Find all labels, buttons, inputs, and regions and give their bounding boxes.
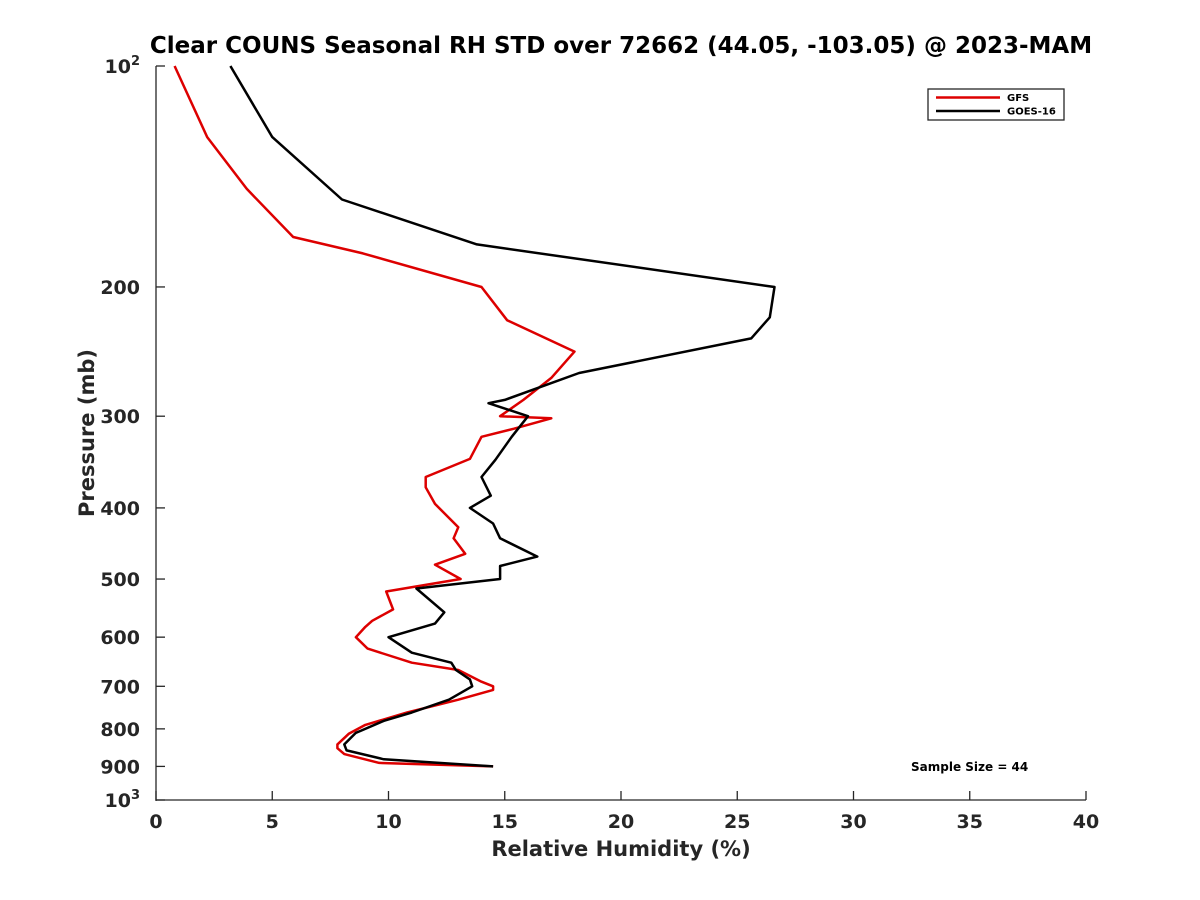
x-tick-label: 20 [608, 811, 634, 833]
series-line-goes-16 [229, 65, 776, 768]
x-tick-label: 5 [266, 811, 279, 833]
y-tick-label: 103 [105, 788, 141, 812]
y-tick-label: 200 [100, 277, 140, 299]
x-tick-label: 30 [840, 811, 866, 833]
x-tick-label: 35 [957, 811, 983, 833]
legend-label-gfs: GFS [1007, 93, 1029, 104]
y-tick-label: 500 [100, 569, 140, 591]
x-axis-label: Relative Humidity (%) [491, 837, 750, 861]
x-tick-label: 25 [724, 811, 750, 833]
x-ticks: 0 5 10 15 20 25 30 35 40 [149, 791, 1099, 833]
y-tick-label: 300 [100, 406, 140, 428]
sample-size-annotation: Sample Size = 44 [911, 760, 1028, 774]
x-tick-label: 15 [492, 811, 518, 833]
chart-title: Clear COUNS Seasonal RH STD over 72662 (… [150, 33, 1092, 59]
y-ticks: 102 200 300 400 500 600 700 800 900 103 [100, 54, 165, 812]
legend-box [927, 88, 1065, 121]
y-tick-label: 400 [100, 498, 140, 520]
y-tick-label: 900 [100, 756, 140, 778]
series-layer [173, 65, 776, 768]
y-tick-label: 700 [100, 676, 140, 698]
series-line-gfs [173, 65, 576, 768]
x-tick-label: 0 [149, 811, 162, 833]
x-tick-label: 40 [1073, 811, 1099, 833]
x-tick-label: 10 [375, 811, 401, 833]
y-tick-label: 600 [100, 627, 140, 649]
legend-label-goes16: GOES-16 [1007, 107, 1056, 118]
y-tick-label: 800 [100, 719, 140, 741]
legend: GFS GOES-16 [927, 88, 1065, 121]
y-tick-label: 102 [105, 54, 141, 78]
y-axis-label: Pressure (mb) [75, 349, 99, 517]
